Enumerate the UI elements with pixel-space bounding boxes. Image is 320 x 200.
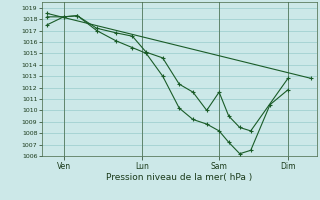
X-axis label: Pression niveau de la mer( hPa ): Pression niveau de la mer( hPa ) — [106, 173, 252, 182]
